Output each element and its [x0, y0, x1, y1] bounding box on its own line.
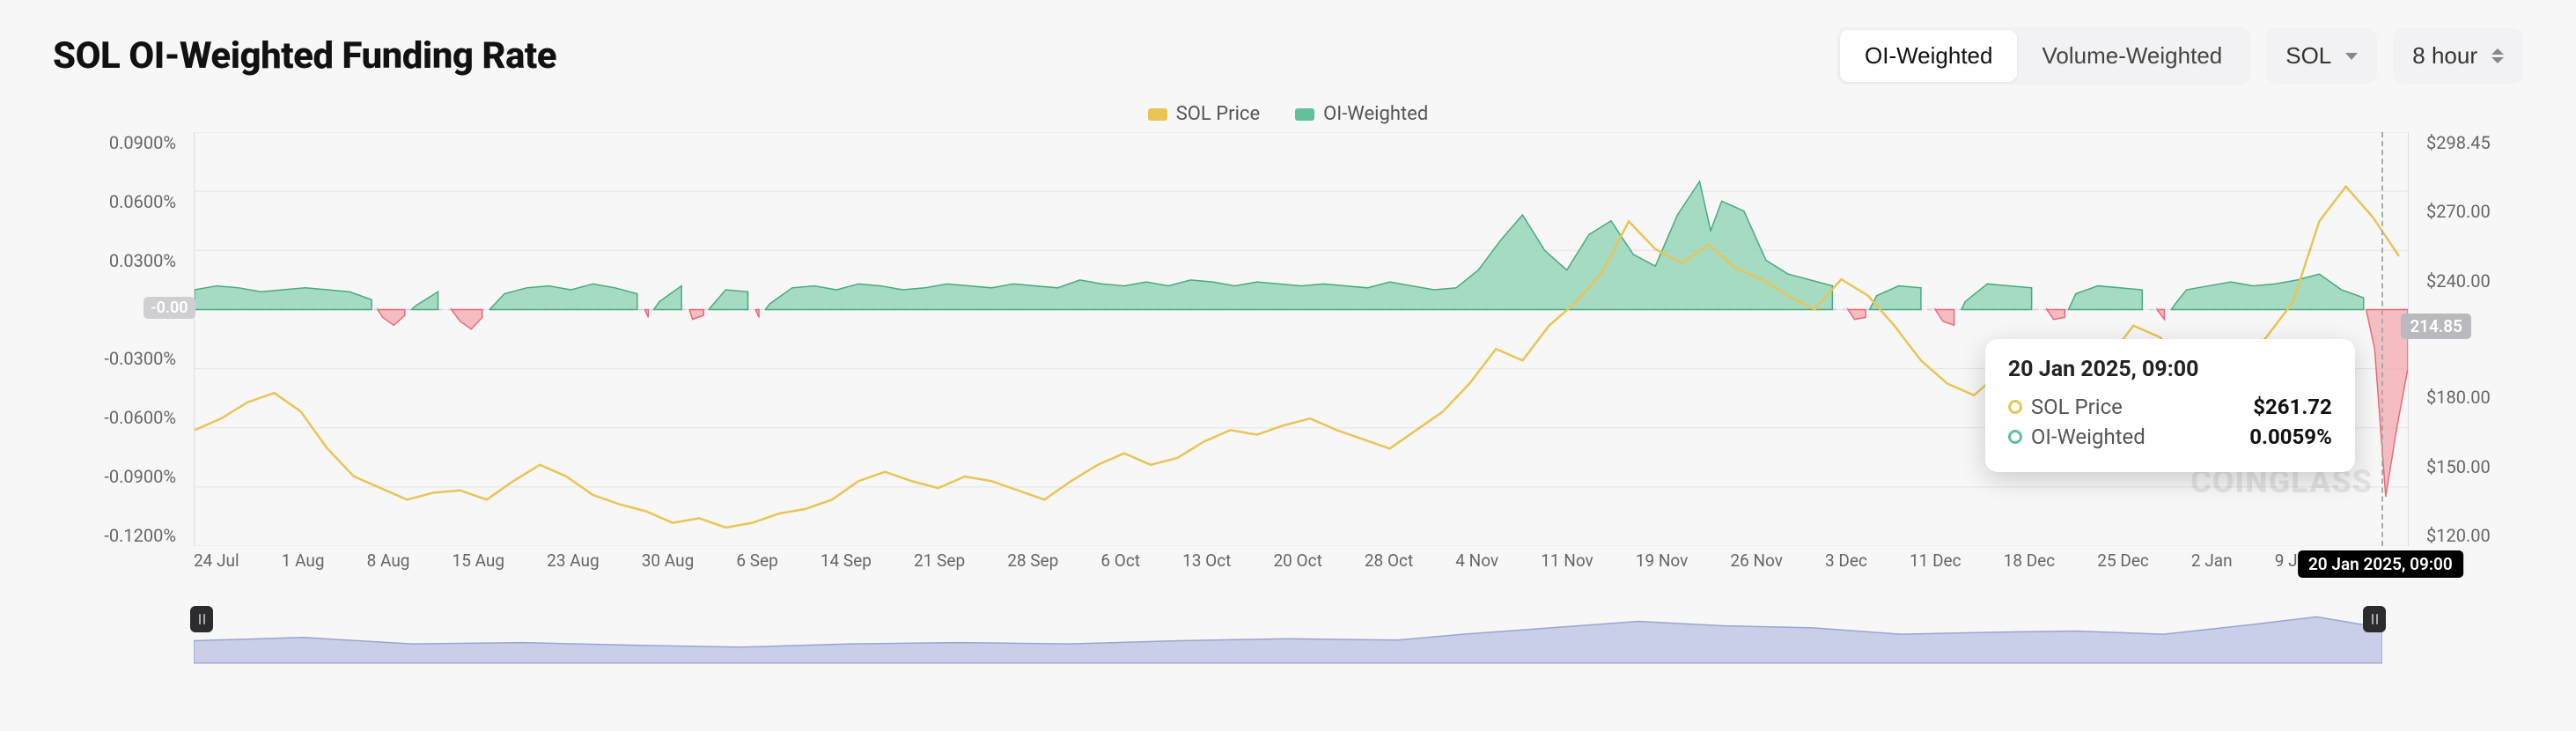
legend-oi[interactable]: OI-Weighted: [1295, 103, 1428, 125]
legend-price[interactable]: SOL Price: [1148, 103, 1260, 125]
tooltip-title: 20 Jan 2025, 09:00: [2008, 357, 2332, 382]
asset-select-value: SOL: [2285, 42, 2331, 70]
brush-handle-right[interactable]: [2363, 606, 2386, 632]
cursor-date-badge: 20 Jan 2025, 09:00: [2298, 550, 2463, 578]
legend-oi-label: OI-Weighted: [1323, 103, 1428, 125]
weight-toggle: OI-Weighted Volume-Weighted: [1836, 26, 2250, 85]
interval-select[interactable]: 8 hour: [2393, 28, 2523, 84]
left-y-axis: 0.0900%0.0600%0.0300%-0.0300%-0.0600%-0.…: [53, 132, 185, 546]
brush-handle-left[interactable]: [190, 606, 213, 632]
toggle-volume-weighted[interactable]: Volume-Weighted: [2017, 30, 2247, 82]
interval-select-value: 8 hour: [2412, 42, 2477, 70]
oi-swatch-icon: [1295, 108, 1314, 121]
chart: 0.0900%0.0600%0.0300%-0.0300%-0.0600%-0.…: [53, 132, 2523, 581]
asset-select[interactable]: SOL: [2266, 28, 2377, 84]
toggle-oi-weighted[interactable]: OI-Weighted: [1840, 30, 2017, 82]
plot-area[interactable]: -0.00 214.85 COINGLASS 20 Jan 2025, 09:0…: [194, 132, 2409, 546]
right-current-badge: 214.85: [2401, 314, 2471, 339]
price-swatch-icon: [1148, 108, 1167, 121]
sort-icon: [2491, 48, 2504, 63]
chevron-down-icon: [2345, 53, 2358, 60]
chart-tooltip: 20 Jan 2025, 09:00 SOL Price$261.72OI-We…: [1985, 339, 2355, 472]
controls: OI-Weighted Volume-Weighted SOL 8 hour: [1836, 26, 2523, 85]
zero-badge: -0.00: [144, 297, 195, 319]
legend-price-label: SOL Price: [1176, 103, 1260, 125]
header: SOL OI-Weighted Funding Rate OI-Weighted…: [53, 26, 2523, 85]
x-axis: 24 Jul1 Aug8 Aug15 Aug23 Aug30 Aug6 Sep1…: [194, 550, 2409, 571]
page-title: SOL OI-Weighted Funding Rate: [53, 34, 556, 78]
cursor-line: [2381, 132, 2383, 546]
brush-svg: [194, 599, 2382, 663]
chart-legend: SOL Price OI-Weighted: [53, 103, 2523, 125]
brush[interactable]: [194, 599, 2382, 664]
